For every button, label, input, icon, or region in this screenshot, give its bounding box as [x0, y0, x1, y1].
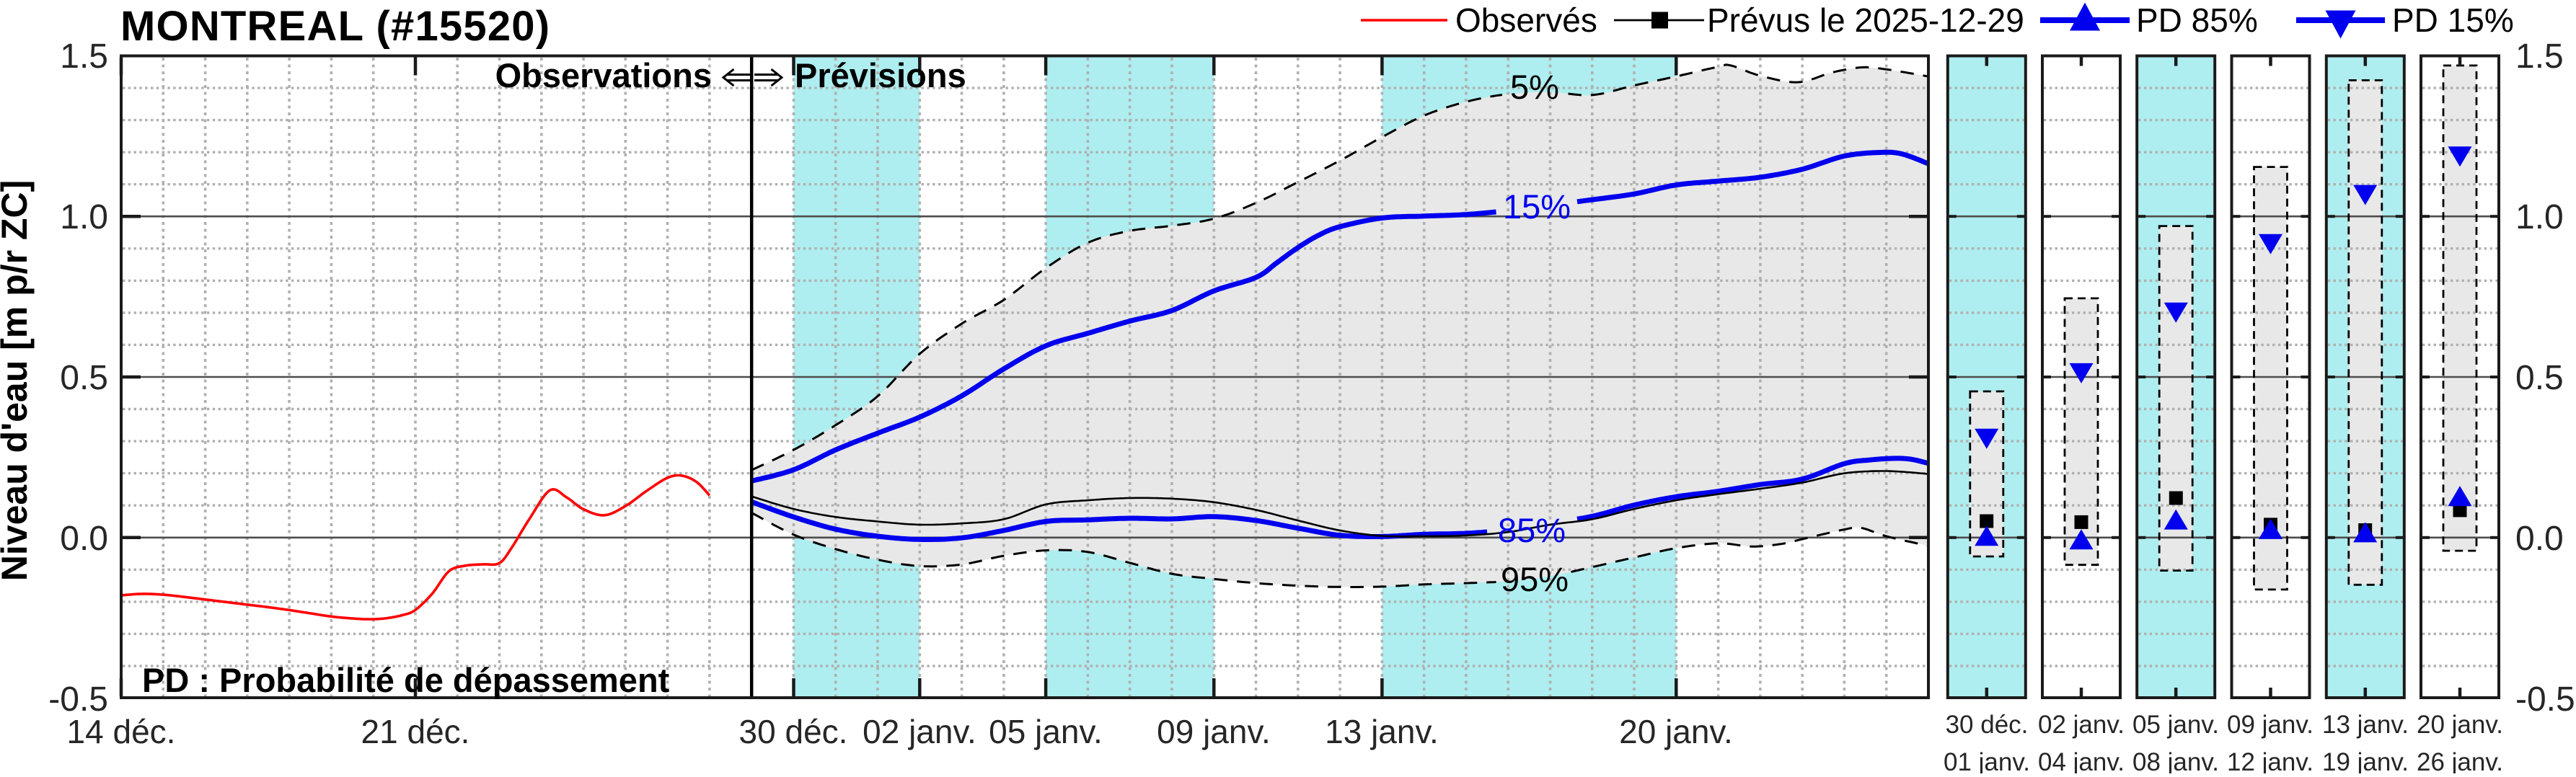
svg-text:02 janv.: 02 janv. — [2038, 711, 2125, 739]
svg-text:20 janv.: 20 janv. — [1619, 713, 1733, 750]
svg-text:13 janv.: 13 janv. — [2322, 711, 2409, 739]
svg-text:26 janv.: 26 janv. — [2417, 748, 2503, 773]
svg-text:20 janv.: 20 janv. — [2417, 711, 2503, 739]
svg-text:Observés: Observés — [1455, 1, 1597, 39]
svg-text:12 janv.: 12 janv. — [2227, 748, 2313, 773]
svg-text:19 janv.: 19 janv. — [2322, 748, 2409, 773]
svg-text:09 janv.: 09 janv. — [1157, 713, 1271, 750]
svg-text:Niveau d'eau [m p/r ZC]: Niveau d'eau [m p/r ZC] — [0, 180, 35, 581]
svg-text:MONTREAL (#15520): MONTREAL (#15520) — [120, 3, 550, 50]
svg-text:05 janv.: 05 janv. — [2132, 711, 2219, 739]
svg-text:Observations: Observations — [495, 56, 712, 94]
svg-text:5%: 5% — [1510, 68, 1559, 106]
svg-text:13 janv.: 13 janv. — [1325, 713, 1439, 750]
svg-text:1.5: 1.5 — [60, 37, 108, 76]
svg-text:1.5: 1.5 — [2515, 37, 2564, 76]
svg-text:08 janv.: 08 janv. — [2132, 748, 2219, 773]
svg-text:04 janv.: 04 janv. — [2038, 748, 2125, 773]
svg-text:0.5: 0.5 — [60, 359, 108, 397]
svg-text:-0.5: -0.5 — [2515, 680, 2575, 719]
svg-text:09 janv.: 09 janv. — [2227, 711, 2313, 739]
svg-text:0.5: 0.5 — [2515, 359, 2564, 397]
svg-text:05 janv.: 05 janv. — [989, 713, 1103, 750]
svg-text:0.0: 0.0 — [60, 520, 108, 558]
svg-text:95%: 95% — [1501, 560, 1569, 598]
svg-text:PD : Probabilité de dépassemen: PD : Probabilité de dépassement — [142, 661, 670, 699]
svg-text:30 déc.: 30 déc. — [1946, 711, 2029, 739]
svg-text:0.0: 0.0 — [2515, 520, 2564, 558]
svg-text:30 déc.: 30 déc. — [739, 713, 848, 750]
svg-text:PD 15%: PD 15% — [2392, 1, 2514, 39]
svg-text:02 janv.: 02 janv. — [863, 713, 976, 750]
svg-text:1.0: 1.0 — [2515, 198, 2564, 236]
svg-text:21 déc.: 21 déc. — [361, 713, 470, 750]
svg-text:01 janv.: 01 janv. — [1944, 748, 2030, 773]
svg-text:15%: 15% — [1503, 187, 1571, 226]
svg-text:14 déc.: 14 déc. — [67, 713, 176, 750]
svg-text:Prévus le 2025-12-29: Prévus le 2025-12-29 — [1707, 1, 2024, 39]
svg-text:PD 85%: PD 85% — [2136, 1, 2258, 39]
svg-text:Prévisions: Prévisions — [795, 56, 966, 94]
svg-text:85%: 85% — [1498, 511, 1566, 549]
svg-text:-0.5: -0.5 — [48, 680, 108, 719]
svg-text:1.0: 1.0 — [60, 198, 108, 236]
